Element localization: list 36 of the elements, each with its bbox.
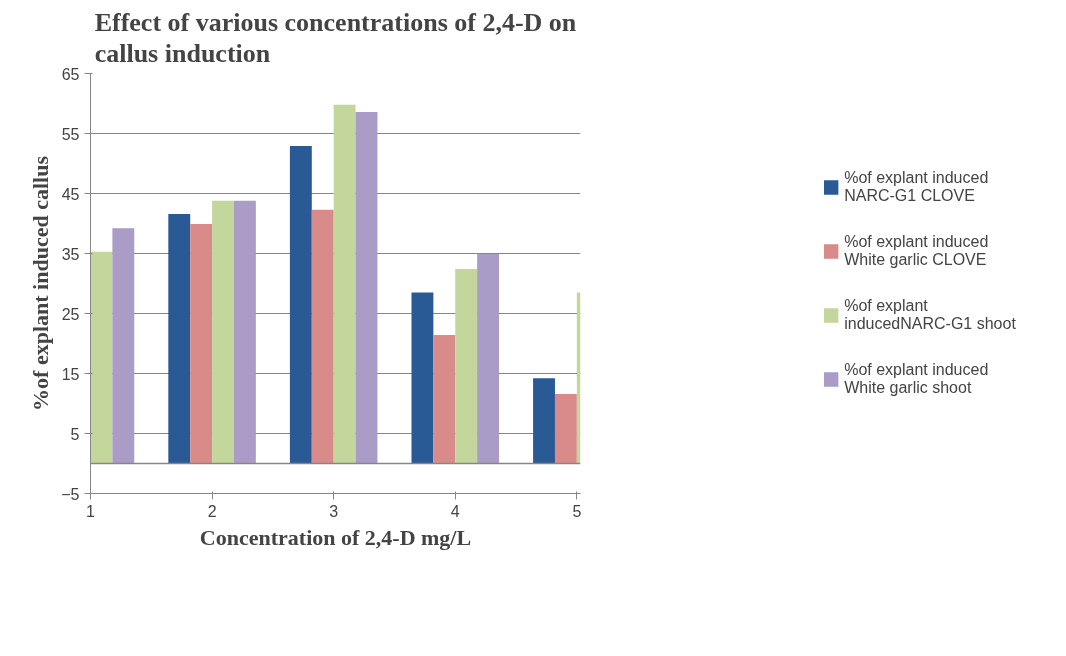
- legend-label: %of explant induced NARC-G1 CLOVE: [844, 169, 989, 205]
- bar: [477, 254, 500, 464]
- bar: [168, 213, 191, 464]
- bar: [311, 209, 334, 464]
- bar: [433, 335, 456, 464]
- x-tick-label: 2: [207, 502, 217, 520]
- y-tick-label: 55: [61, 125, 80, 143]
- y-tick-label: 45: [61, 185, 80, 203]
- x-tick-label: 3: [329, 502, 339, 520]
- bar: [212, 200, 234, 464]
- y-tick-label: 25: [61, 305, 80, 323]
- bar: [411, 292, 434, 464]
- y-tick-label: 65: [61, 65, 80, 83]
- bar: [90, 251, 113, 464]
- bar: [333, 104, 356, 464]
- x-tick-label: 5: [572, 502, 582, 520]
- x-tick-label: 1: [86, 502, 96, 520]
- y-tick-label: 5: [70, 425, 80, 443]
- bar: [289, 146, 312, 464]
- bar: [455, 269, 478, 464]
- x-axis-title: Concentration of 2,4-D mg/L: [199, 524, 472, 550]
- bar: [554, 393, 577, 464]
- bar: [533, 378, 555, 464]
- y-tick-label: 35: [61, 245, 80, 263]
- x-tick-label: 4: [450, 502, 460, 520]
- y-tick-label: 15: [61, 365, 80, 383]
- y-axis-title: %of explant induced callus: [28, 155, 54, 411]
- bar: [112, 228, 135, 464]
- legend-label: %of explant induced White garlic CLOVE: [844, 233, 989, 269]
- legend-label: %of explant induced White garlic shoot: [844, 361, 989, 397]
- bar: [233, 200, 256, 464]
- bar: [190, 224, 213, 464]
- bar: [355, 111, 378, 464]
- chart-title: Effect of various concentrations of 2,4-D on callus induction: [94, 7, 577, 69]
- y-tick-label: −5: [61, 485, 80, 503]
- legend-label: %of explant inducedNARC-G1 shoot: [844, 297, 1016, 333]
